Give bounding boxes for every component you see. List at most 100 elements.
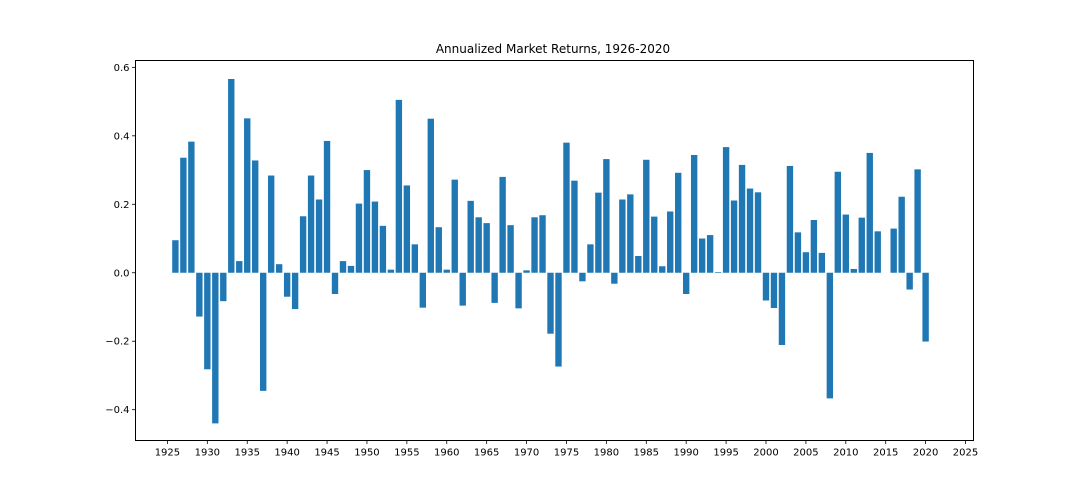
- bar-1931: [212, 272, 219, 424]
- bar-2011: [850, 268, 857, 273]
- bar-1969: [515, 272, 522, 309]
- bar-1947: [339, 261, 347, 273]
- bar-1934: [236, 261, 243, 273]
- bar-1977: [579, 272, 586, 282]
- bar-1982: [619, 199, 626, 273]
- y-tick-label-2: 0.0: [114, 268, 130, 279]
- x-tick-label-1940: 1940: [274, 448, 299, 459]
- x-tick-label-1985: 1985: [634, 448, 659, 459]
- bar-1991: [690, 154, 698, 273]
- bar-1933: [228, 78, 235, 273]
- x-tick-label-1945: 1945: [314, 448, 339, 459]
- bar-1994: [714, 272, 722, 273]
- bar-1951: [371, 201, 379, 273]
- bar-2019: [914, 169, 921, 273]
- bar-1986: [651, 216, 658, 273]
- bar-2007: [818, 252, 826, 273]
- bar-1932: [220, 272, 227, 302]
- bar-1952: [379, 225, 387, 273]
- bar-1959: [435, 227, 442, 273]
- bar-2003: [786, 165, 794, 273]
- bar-1987: [659, 266, 666, 273]
- bar-1956: [411, 244, 419, 273]
- bar-1948: [347, 265, 355, 273]
- bars: [172, 78, 929, 424]
- bar-1997: [738, 164, 746, 273]
- bar-1980: [603, 159, 610, 273]
- bar-2002: [778, 272, 786, 345]
- x-tick-label-2015: 2015: [873, 448, 898, 459]
- bar-1974: [555, 272, 562, 367]
- bar-1945: [323, 140, 331, 273]
- bar-2009: [834, 171, 842, 273]
- chart-title: Annualized Market Returns, 1926-2020: [436, 42, 670, 56]
- bar-1989: [675, 172, 682, 273]
- bar-1985: [643, 159, 650, 273]
- bar-2012: [858, 217, 865, 273]
- bar-1990: [682, 272, 690, 294]
- bar-1946: [331, 272, 339, 294]
- x-tick-label-1930: 1930: [195, 448, 220, 459]
- x-tick-label-2000: 2000: [753, 448, 778, 459]
- y-tick-label-1: −0.2: [105, 337, 129, 348]
- bar-2004: [794, 232, 802, 273]
- bar-1970: [523, 270, 530, 273]
- bar-1979: [595, 192, 602, 273]
- x-tick-label-2020: 2020: [913, 448, 938, 459]
- bar-1936: [252, 160, 259, 273]
- bar-1958: [427, 118, 434, 273]
- bar-1995: [722, 147, 730, 273]
- bar-1935: [244, 118, 251, 273]
- bar-1983: [627, 194, 634, 273]
- bar-1930: [204, 272, 211, 370]
- y-tick-label-4: 0.4: [114, 131, 130, 142]
- bar-2017: [898, 196, 905, 273]
- bar-2010: [842, 214, 849, 273]
- bar-1953: [387, 269, 395, 273]
- x-tick-label-1990: 1990: [673, 448, 698, 459]
- bar-1962: [459, 272, 466, 306]
- bar-1967: [499, 176, 506, 273]
- bar-1964: [475, 217, 482, 273]
- bar-2013: [866, 152, 873, 273]
- y-axis: −0.4 −0.2 0.0 0.2 0.4 0.6: [105, 63, 136, 416]
- bar-1978: [587, 244, 594, 273]
- bar-2020: [922, 272, 929, 342]
- bar-1960: [443, 269, 450, 273]
- bar-1966: [491, 272, 498, 303]
- bar-1972: [539, 215, 546, 273]
- bar-2014: [874, 231, 881, 273]
- bar-1976: [571, 180, 578, 273]
- bar-2008: [826, 272, 834, 399]
- bar-1968: [507, 225, 514, 273]
- bar-2018: [906, 272, 913, 290]
- bar-1999: [754, 192, 762, 273]
- bar-2006: [810, 220, 818, 273]
- plot-frame: [135, 60, 974, 441]
- bar-1944: [315, 199, 323, 273]
- x-tick-label-1950: 1950: [354, 448, 379, 459]
- x-tick-label-1935: 1935: [235, 448, 260, 459]
- bar-1942: [299, 216, 307, 273]
- x-axis: 1925 1930 1935 1940 1945 1950 1955 1960 1965 1970…: [155, 440, 978, 459]
- bar-2005: [802, 252, 810, 273]
- bar-1996: [730, 200, 738, 273]
- bar-1954: [395, 99, 403, 273]
- bar-1938: [267, 175, 275, 273]
- bar-1949: [355, 203, 363, 273]
- bar-1929: [196, 272, 203, 317]
- bar-1984: [635, 255, 642, 273]
- x-tick-label-1925: 1925: [155, 448, 180, 459]
- bar-1943: [307, 175, 315, 273]
- bar-1940: [283, 272, 291, 297]
- bar-1988: [667, 211, 674, 273]
- bar-1927: [180, 157, 187, 273]
- x-tick-label-2025: 2025: [953, 448, 978, 459]
- bar-1957: [419, 272, 426, 308]
- bar-2001: [770, 272, 778, 309]
- bar-1993: [706, 235, 714, 273]
- bar-1941: [291, 272, 299, 310]
- x-tick-label-1960: 1960: [434, 448, 459, 459]
- bar-1965: [483, 223, 490, 273]
